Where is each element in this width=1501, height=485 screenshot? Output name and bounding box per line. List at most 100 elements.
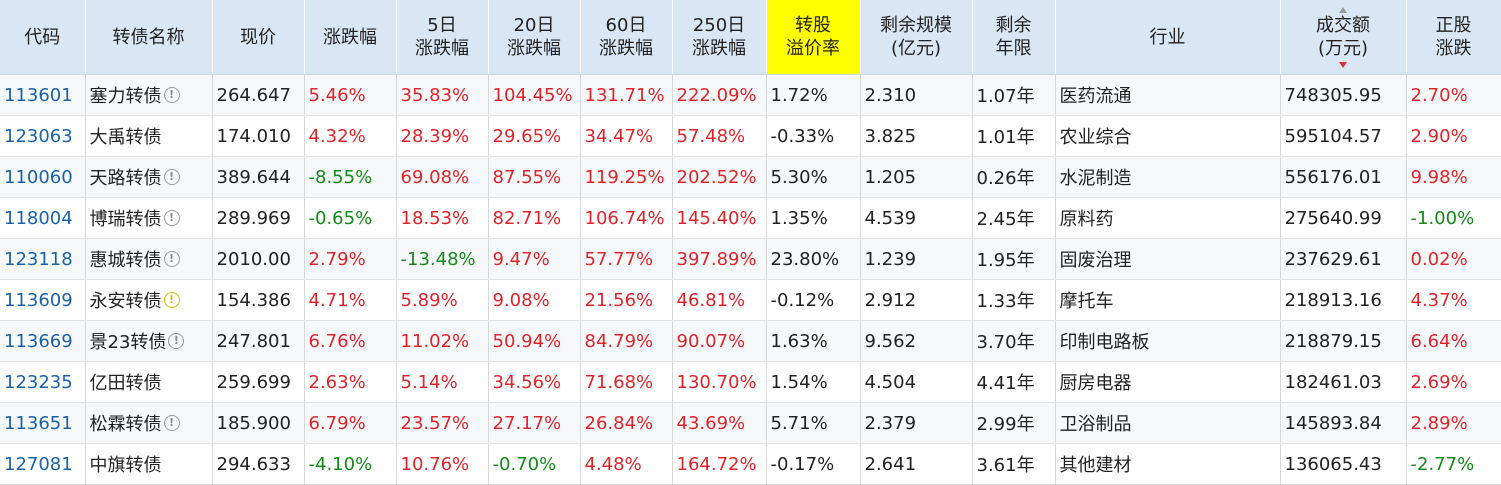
change-text: -4.10% [308,453,373,475]
remaining-scale-cell: 1.205 [860,156,973,198]
header-label: 涨跌幅 [599,38,653,59]
remaining-years-cell: 1.07年 [972,74,1056,116]
code-cell[interactable]: 123063 [0,115,86,157]
change-250d-text: 164.72% [676,453,757,475]
industry-text: 厨房电器 [1059,373,1132,394]
code-cell[interactable]: 110060 [0,156,86,198]
premium-text: -0.12% [770,289,835,311]
premium-text: 5.30% [770,166,828,188]
name-cell[interactable]: 天路转债! [85,156,213,198]
col-header-change[interactable]: 涨跌幅 [304,0,397,75]
remaining-years-text: 4.41年 [976,373,1035,394]
header-label: 250日 [692,15,746,36]
col-header-stock-change[interactable]: 正股 涨跌 [1406,0,1501,75]
remaining-years-text: 2.45年 [976,209,1035,230]
name-cell[interactable]: 松霖转债! [85,402,213,444]
table-row[interactable]: 113669 景23转债! 247.801 6.76% 11.02% 50.94% 84.7… [0,320,1501,362]
change-5d-text: 11.02% [400,330,470,352]
info-circle-icon[interactable]: ! [163,169,180,185]
col-header-code[interactable]: 代码 [0,0,86,75]
table-header-row: 代码 转债名称 现价 涨跌幅 5日 涨跌幅 20日 涨跌幅 60日 涨跌幅 250日涨… [0,0,1501,75]
col-header-name[interactable]: 转债名称 [85,0,213,75]
premium-text: 1.72% [770,84,828,106]
change-250d-cell: 145.40% [672,197,767,239]
change-60d-text: 84.79% [584,330,654,352]
change-5d-cell: -13.48% [396,238,489,280]
change-250d-cell: 130.70% [672,361,767,403]
change-text: 4.32% [308,125,366,147]
name-text: 塞力转债 [89,86,162,107]
code-cell[interactable]: 113601 [0,74,86,116]
industry-cell: 医药流通 [1055,74,1281,116]
turnover-cell: 556176.01 [1280,156,1407,198]
col-header-20d-change[interactable]: 20日 涨跌幅 [488,0,581,75]
change-5d-text: 23.57% [400,412,470,434]
table-row[interactable]: 123118 惠城转债! 2010.00 2.79% -13.48% 9.47% 57.77… [0,238,1501,280]
col-header-remaining-scale[interactable]: 剩余规模 (亿元) [860,0,973,75]
remaining-scale-cell: 2.379 [860,402,973,444]
remaining-scale-text: 2.912 [864,289,917,311]
code-cell[interactable]: 113669 [0,320,86,362]
code-cell[interactable]: 118004 [0,197,86,239]
col-header-conversion-premium[interactable]: 转股 溢价率 [766,0,861,75]
code-cell[interactable]: 113651 [0,402,86,444]
col-header-250d-change[interactable]: 250日 涨跌幅 [672,0,767,75]
price-cell: 185.900 [212,402,305,444]
table-row[interactable]: 118004 博瑞转债! 289.969 -0.65% 18.53% 82.71% 106.… [0,197,1501,239]
col-header-industry[interactable]: 行业 [1055,0,1281,75]
table-row[interactable]: 123063 大禹转债 174.010 4.32% 28.39% 29.65% 34.47%… [0,115,1501,157]
name-cell[interactable]: 永安转债! [85,279,213,321]
table-row[interactable]: 127081 中旗转债 294.633 -4.10% 10.76% -0.70% 4.48%… [0,443,1501,485]
industry-text: 农业综合 [1059,127,1132,148]
change-20d-cell: 87.55% [488,156,581,198]
info-circle-icon[interactable]: ! [163,415,180,431]
turnover-cell: 136065.43 [1280,443,1407,485]
col-header-turnover[interactable]: 成交额 (万元) [1280,0,1407,75]
premium-cell: -0.33% [766,115,861,157]
info-circle-icon[interactable]: ! [163,87,180,103]
sort-asc-icon[interactable] [1339,6,1347,13]
name-cell[interactable]: 惠城转债! [85,238,213,280]
change-5d-cell: 23.57% [396,402,489,444]
change-5d-cell: 18.53% [396,197,489,239]
change-60d-text: 119.25% [584,166,665,188]
table-row[interactable]: 113601 塞力转债! 264.647 5.46% 35.83% 104.45% 131.… [0,74,1501,116]
header-label: 年限 [995,38,1032,59]
change-60d-text: 106.74% [584,207,665,229]
name-cell[interactable]: 大禹转债 [85,115,213,157]
remaining-years-text: 1.07年 [976,86,1035,107]
col-header-5d-change[interactable]: 5日 涨跌幅 [396,0,489,75]
code-text: 118004 [4,207,73,229]
code-cell[interactable]: 123235 [0,361,86,403]
price-text: 289.969 [216,207,291,229]
change-text: 5.46% [308,84,366,106]
code-cell[interactable]: 123118 [0,238,86,280]
turnover-cell: 218879.15 [1280,320,1407,362]
remaining-years-text: 3.70年 [976,332,1035,353]
info-circle-icon[interactable]: ! [163,210,180,226]
name-cell[interactable]: 景23转债! [85,320,213,362]
table-row[interactable]: 123235 亿田转债 259.699 2.63% 5.14% 34.56% 71.68% 1… [0,361,1501,403]
table-row[interactable]: 110060 天路转债! 389.644 -8.55% 69.08% 87.55% 119.… [0,156,1501,198]
info-circle-icon[interactable]: ! [168,333,185,349]
warning-circle-icon[interactable]: ! [163,292,180,308]
col-header-remaining-years[interactable]: 剩余 年限 [972,0,1056,75]
name-cell[interactable]: 中旗转债 [85,443,213,485]
info-circle-icon[interactable]: ! [163,251,180,267]
col-header-price[interactable]: 现价 [212,0,305,75]
col-header-60d-change[interactable]: 60日 涨跌幅 [580,0,673,75]
change-20d-cell: 34.56% [488,361,581,403]
code-cell[interactable]: 127081 [0,443,86,485]
name-cell[interactable]: 博瑞转债! [85,197,213,239]
table-row[interactable]: 113609 永安转债! 154.386 4.71% 5.89% 9.08% 21.56% 4… [0,279,1501,321]
name-cell[interactable]: 塞力转债! [85,74,213,116]
sort-desc-icon[interactable] [1339,61,1347,68]
stock-change-cell: 2.70% [1406,74,1501,116]
change-250d-cell: 46.81% [672,279,767,321]
name-cell[interactable]: 亿田转债 [85,361,213,403]
price-cell: 154.386 [212,279,305,321]
change-60d-cell: 131.71% [580,74,673,116]
turnover-cell: 275640.99 [1280,197,1407,239]
code-cell[interactable]: 113609 [0,279,86,321]
table-row[interactable]: 113651 松霖转债! 185.900 6.79% 23.57% 27.17% 26.84… [0,402,1501,444]
